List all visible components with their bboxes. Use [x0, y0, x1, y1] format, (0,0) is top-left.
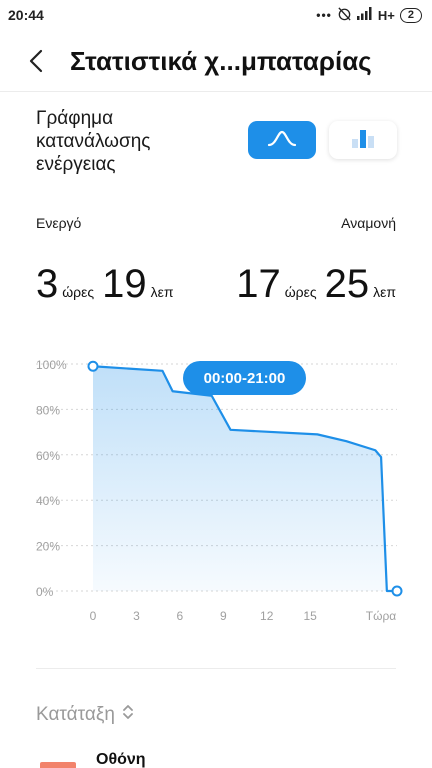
active-duration: 3 ώρες 19 λεπ	[36, 262, 174, 307]
battery-area	[93, 366, 397, 591]
battery-indicator: 2	[399, 7, 422, 23]
y-tick-label: 20%	[36, 540, 60, 554]
back-arrow-icon	[22, 49, 52, 82]
active-minutes-unit: λεπ	[150, 284, 174, 300]
status-bar: 20:44 ••• H+ 2	[0, 0, 432, 30]
sort-label: Κατάταξη	[36, 704, 115, 725]
y-tick-label: 0%	[36, 585, 54, 599]
sort-button[interactable]: Κατάταξη	[36, 703, 135, 727]
active-label: Ενεργό	[36, 215, 82, 231]
signal-icon	[356, 7, 373, 23]
ranking-item-screen[interactable]: Οθόνη	[36, 748, 396, 768]
active-hours: 3	[36, 262, 59, 306]
back-button[interactable]	[22, 44, 52, 78]
line-graph-button[interactable]	[248, 121, 316, 159]
y-tick-label: 40%	[36, 494, 60, 508]
graph-type-label: Γράφημα κατανάλωσης ενέργειας	[36, 108, 151, 175]
line-graph-icon	[267, 129, 297, 152]
tooltip-label: 00:00-21:00	[204, 370, 286, 387]
notification-dots: •••	[316, 8, 332, 22]
status-time: 20:44	[8, 7, 44, 23]
y-tick-label: 80%	[36, 403, 60, 417]
header: Στατιστικά χ...μπαταρίας	[0, 30, 432, 92]
x-tick-label: 12	[260, 609, 274, 623]
standby-hours: 17	[236, 262, 281, 306]
standby-duration: 17 ώρες 25 λεπ	[236, 262, 396, 307]
sort-toggle-icon	[121, 703, 135, 727]
standby-minutes: 25	[324, 262, 370, 306]
x-tick-label: 3	[133, 609, 140, 623]
battery-level-chart: 100% 80% 60% 40% 20% 0% 0 3 6 9 12 15 Τώρα 00:00-21:0…	[36, 358, 403, 623]
end-point	[391, 585, 403, 597]
standby-hours-unit: ώρες	[284, 284, 317, 300]
x-tick-label: 9	[220, 609, 227, 623]
y-tick-label: 60%	[36, 449, 60, 463]
standby-label: Αναμονή	[341, 215, 396, 231]
x-tick-label: Τώρα	[366, 609, 397, 623]
x-tick-label: 6	[177, 609, 184, 623]
active-hours-unit: ώρες	[62, 284, 95, 300]
status-icons: ••• H+ 2	[316, 6, 422, 24]
active-minutes: 19	[102, 262, 147, 306]
network-type: H+	[377, 7, 395, 23]
standby-minutes-unit: λεπ	[373, 284, 396, 300]
bar-graph-button[interactable]	[329, 121, 397, 159]
start-point	[87, 360, 99, 372]
x-tick-label: 15	[303, 609, 317, 623]
alarm-off-icon	[337, 6, 352, 24]
ranking-item-label: Οθόνη	[96, 751, 146, 768]
page-title: Στατιστικά χ...μπαταρίας	[70, 46, 372, 76]
bar-graph-icon	[350, 128, 376, 153]
time-range-tooltip	[183, 361, 306, 395]
y-tick-label: 100%	[36, 358, 67, 372]
section-divider	[36, 668, 396, 669]
screen-icon	[40, 762, 76, 768]
battery-line	[92, 365, 397, 593]
x-tick-label: 0	[90, 609, 97, 623]
